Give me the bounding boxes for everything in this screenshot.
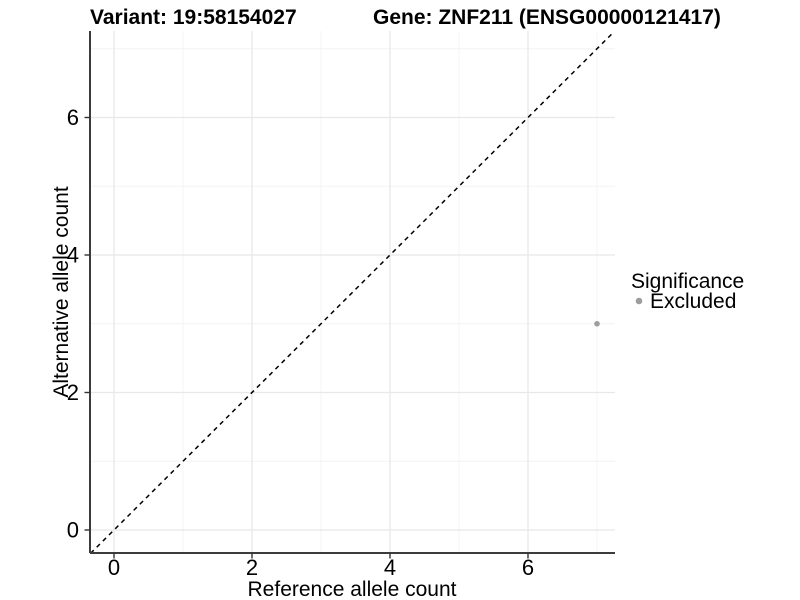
plot-title-variant: Variant: 19:58154027 [90, 6, 297, 29]
data-layer [594, 320, 600, 327]
y-tick-label: 6 [67, 105, 79, 130]
x-tick-label: 0 [108, 555, 120, 580]
axis-ticks [84, 116, 529, 559]
y-tick-label: 0 [67, 518, 79, 543]
plot-title-gene: Gene: ZNF211 (ENSG00000121417) [373, 6, 721, 29]
legend: Significance Excluded [631, 270, 744, 313]
tick-labels: 0 2 4 6 0 2 4 6 [67, 105, 534, 580]
x-tick-label: 6 [522, 555, 534, 580]
identity-line [90, 31, 615, 554]
x-axis-label: Reference allele count [248, 578, 457, 600]
legend-key-dot [635, 297, 643, 305]
legend-title: Significance [631, 270, 744, 293]
data-point [594, 320, 600, 327]
x-tick-label: 4 [384, 555, 396, 580]
y-tick-label: 2 [67, 380, 79, 405]
x-tick-label: 2 [246, 555, 258, 580]
major-gridlines [90, 31, 615, 553]
y-axis-label: Alternative allele count [50, 186, 73, 397]
y-tick-label: 4 [67, 243, 79, 268]
legend-entry-label: Excluded [650, 290, 736, 313]
